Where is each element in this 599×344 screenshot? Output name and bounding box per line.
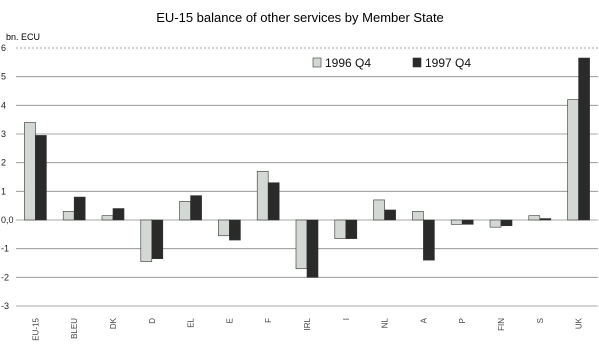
bar-irl-1997-q4 [306,219,319,278]
chart-title: EU-15 balance of other services by Membe… [156,10,444,25]
bar-dk-1996-q4 [101,215,114,221]
bar-el-1996-q4 [179,201,191,221]
bar-a-1996-q4 [412,211,424,221]
bar-d-1997-q4 [151,219,164,260]
x-tick-label: IRL [303,317,312,330]
y-tick-label: 4 [1,100,6,110]
x-tick-label: E [225,318,234,323]
y-tick-label: 0,0 [1,215,14,225]
x-tick-label: F [264,318,273,323]
bar-s-1996-q4 [528,215,541,221]
bar-e-1997-q4 [229,219,241,241]
bar-uk-1996-q4 [567,99,579,221]
y-tick-label: 5 [1,72,6,82]
y-tick-label: 3 [1,129,6,139]
bar-s-1997-q4 [539,218,552,221]
legend: 1996 Q4 1997 Q4 [312,56,471,70]
bar-nl-1996-q4 [373,199,385,221]
x-tick-label: EU-15 [31,317,40,340]
x-tick-label: BLEU [70,318,79,339]
x-tick-label: NL [381,317,390,328]
x-tick-label: A [419,317,428,323]
bar-fin-1996-q4 [489,219,502,228]
x-tick-label: I [342,318,351,320]
y-tick-label: -2 [1,272,9,282]
bar-irl-1996-q4 [295,219,308,270]
bar-p-1996-q4 [450,219,463,225]
bar-uk-1997-q4 [578,57,590,221]
bar-d-1996-q4 [140,219,153,262]
x-tick-label: P [458,318,467,323]
x-tick-label: FIN [497,318,506,331]
bars [24,57,590,278]
bar-el-1997-q4 [190,195,202,221]
x-tick-label: DK [109,317,118,329]
x-tick-label: EL [187,317,196,327]
legend-label: 1997 Q4 [425,56,471,70]
x-tick-label: UK [575,317,584,329]
y-tick-label: 1 [1,186,6,196]
y-tick-label: -1 [1,244,9,254]
bar-nl-1997-q4 [384,209,396,221]
x-axis-ticks: EU-15 BLEU DK D EL E F IRL I NL A P FIN S UK [31,317,583,340]
y-tick-label: 2 [1,158,6,168]
y-axis-unit: bn. ECU [6,32,40,42]
bar-fin-1997-q4 [500,219,513,227]
bar-p-1997-q4 [461,219,474,225]
bar-dk-1997-q4 [112,208,125,221]
bar-e-1996-q4 [218,219,230,237]
bar-eu-15-1996-q4 [24,122,36,221]
y-axis-ticks: -3 -2 -1 0,0 1 2 3 4 5 6 [1,43,14,311]
bar-eu-15-1997-q4 [35,135,47,221]
legend-label: 1996 Q4 [325,56,371,70]
bar-bleu-1996-q4 [62,211,75,221]
bar-a-1997-q4 [423,219,435,261]
x-tick-label: S [536,318,545,323]
bar-bleu-1997-q4 [73,196,86,221]
bar-f-1997-q4 [267,182,280,221]
legend-swatch [412,57,422,68]
y-tick-label: 6 [1,43,6,53]
x-tick-label: D [148,318,157,324]
bar-f-1996-q4 [256,170,269,221]
bar-i-1997-q4 [345,219,358,239]
legend-swatch [312,57,322,68]
bar-i-1996-q4 [334,219,347,239]
y-tick-label: -3 [1,301,9,311]
